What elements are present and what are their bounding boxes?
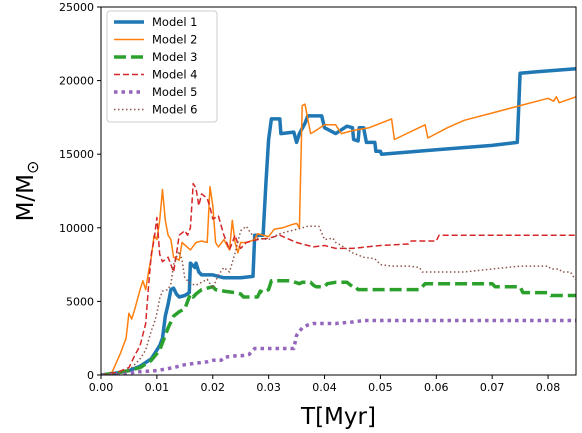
y-axis-title-sub: ⊙ <box>23 161 42 174</box>
legend-label: Model 3 <box>152 50 198 64</box>
x-tick-label: 0.07 <box>480 381 505 394</box>
y-tick-label: 0 <box>87 369 94 382</box>
y-axis-title: M/M⊙ <box>13 161 42 222</box>
x-tick-label: 0.03 <box>256 381 281 394</box>
plot-frame <box>100 6 577 376</box>
x-tick-label: 0.01 <box>145 381 170 394</box>
plot-lines <box>101 67 576 375</box>
series-line-4 <box>101 182 576 375</box>
series-line-3 <box>101 279 576 375</box>
legend-label: Model 1 <box>152 15 198 29</box>
legend: Model 1 Model 2 Model 3 Model 4 Model 5 Model… <box>106 10 218 123</box>
series-line-2 <box>101 96 576 375</box>
legend-label: Model 4 <box>152 68 198 82</box>
y-axis-title-main: M/M <box>13 174 39 221</box>
x-axis-title: T[Myr] <box>300 404 376 430</box>
series-line-1 <box>101 67 576 375</box>
x-axis: 0.00 0.01 0.02 0.03 0.04 0.05 0.06 0.07 0.08 <box>89 375 561 394</box>
y-tick-label: 15000 <box>59 148 94 161</box>
legend-label: Model 6 <box>152 103 198 117</box>
legend-label: Model 2 <box>152 33 198 47</box>
series-line-5 <box>101 318 576 375</box>
y-axis: 0 5000 10000 15000 20000 25000 <box>59 1 101 382</box>
y-tick-label: 20000 <box>59 75 94 88</box>
x-tick-label: 0.05 <box>368 381 393 394</box>
y-tick-label: 5000 <box>66 295 94 308</box>
x-tick-label: 0.02 <box>201 381 226 394</box>
y-tick-label: 10000 <box>59 222 94 235</box>
x-tick-label: 0.00 <box>89 381 114 394</box>
x-tick-label: 0.06 <box>424 381 449 394</box>
legend-label: Model 5 <box>152 85 198 99</box>
y-tick-label: 25000 <box>59 1 94 14</box>
x-tick-label: 0.04 <box>312 381 337 394</box>
x-tick-label: 0.08 <box>536 381 561 394</box>
